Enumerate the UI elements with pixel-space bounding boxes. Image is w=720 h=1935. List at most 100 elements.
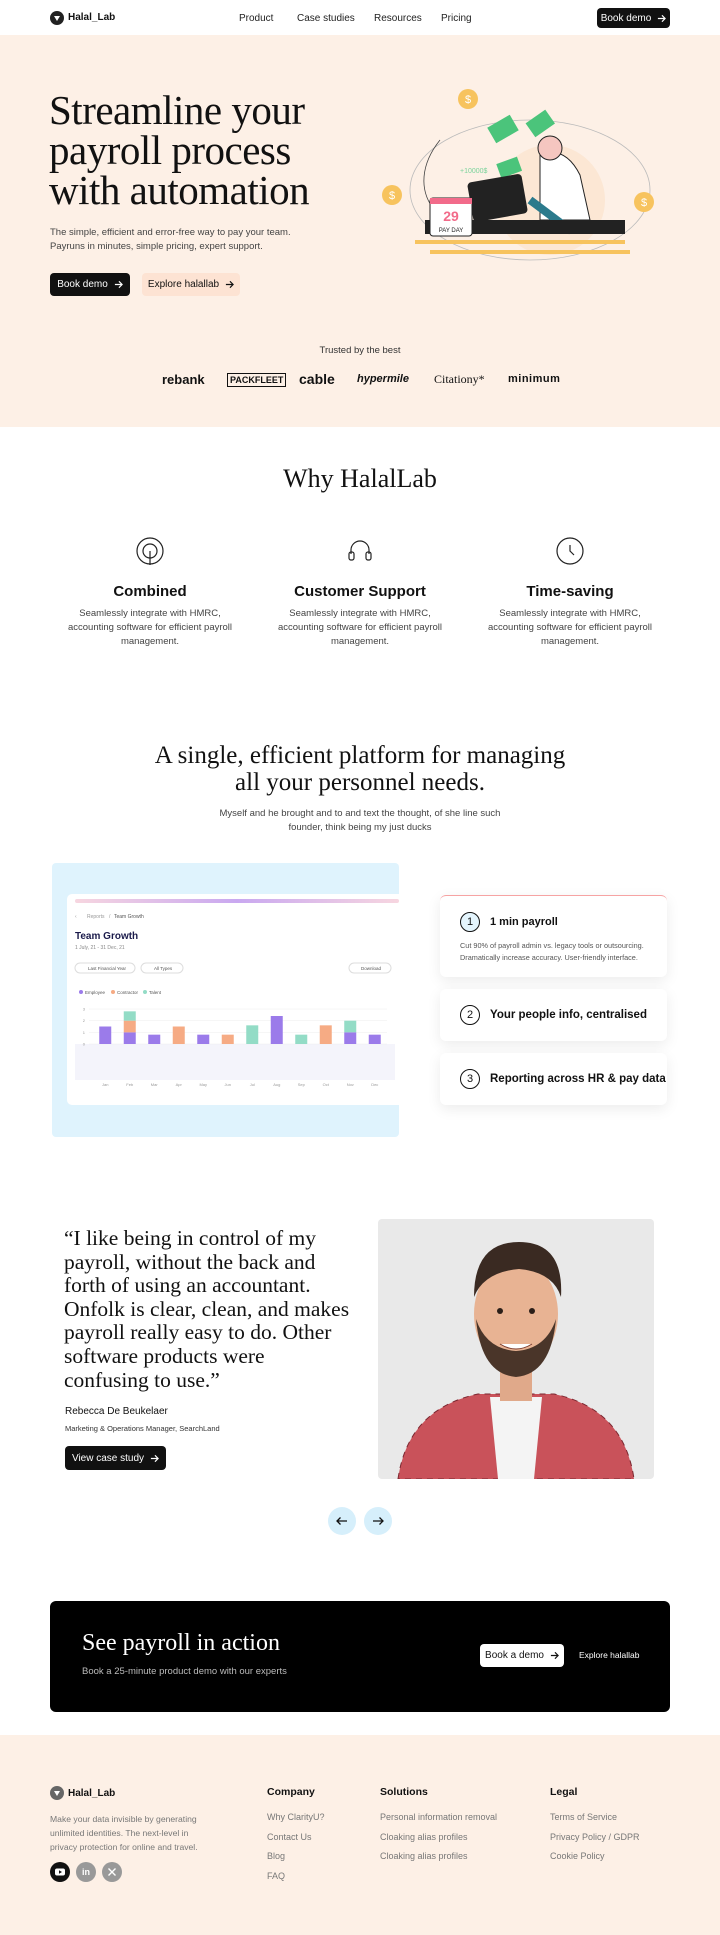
logo-cable: cable: [299, 371, 335, 387]
trusted-title: Trusted by the best: [319, 345, 401, 356]
icon-path: [108, 1868, 116, 1876]
bar: [344, 1020, 357, 1033]
hero-title: Streamline your payroll process with aut…: [49, 87, 310, 211]
x-tick-label: Feb: [126, 1082, 134, 1087]
icon-path: [59, 1870, 62, 1874]
quote-line: “I like being in control of my: [64, 1226, 316, 1250]
icon-path: [373, 1517, 384, 1525]
hero-subtitle: The simple, efficient and error-free way…: [50, 226, 291, 254]
coin-label: $: [465, 94, 471, 106]
nav-link[interactable]: Pricing: [441, 13, 472, 24]
coin: [382, 185, 402, 205]
testimonial-role: Marketing & Operations Manager, SearchLa…: [65, 1424, 220, 1433]
eye: [529, 1308, 535, 1314]
feature-title: 1 min payroll: [490, 915, 558, 928]
icon-path: [150, 1454, 159, 1462]
social-linkedin[interactable]: in: [76, 1862, 96, 1882]
social-x[interactable]: [102, 1862, 122, 1882]
coin-label: $: [641, 197, 647, 209]
arrow-icon: [658, 14, 667, 22]
testimonial-photo: [378, 1219, 654, 1479]
y-tick-label: 2: [83, 1018, 86, 1023]
logo-hypermile: hypermile: [357, 373, 409, 385]
dashboard-card: ‹ Reports / Team Growth Team Growth 1 Ju…: [67, 894, 399, 1105]
icon-path: [350, 540, 370, 554]
footer-column-title: Company: [267, 1786, 315, 1798]
quote-line: software products were: [64, 1343, 265, 1368]
x-tick-label: Sep: [298, 1082, 306, 1087]
nav-link[interactable]: Product: [239, 13, 274, 24]
arrow-icon: [550, 1651, 559, 1660]
footer-link[interactable]: Contact Us: [267, 1831, 312, 1842]
bar: [344, 1032, 357, 1044]
bill: [487, 114, 519, 144]
carousel-next[interactable]: [364, 1507, 392, 1535]
legend-swatch: [111, 990, 115, 994]
bar: [319, 1025, 332, 1044]
hero-secondary-button[interactable]: Explore halallab: [142, 273, 240, 296]
arrow-icon: [225, 280, 235, 289]
button-text: View case study: [71, 1452, 145, 1464]
icon-path: [550, 1651, 559, 1660]
eye: [497, 1308, 503, 1314]
footer-link[interactable]: Privacy Policy / GDPR: [550, 1831, 640, 1842]
bar: [123, 1011, 136, 1021]
footer-logo: Halal_Lab: [68, 1788, 116, 1799]
footer-column-title: Legal: [550, 1786, 578, 1798]
icon-path: [54, 16, 60, 21]
decoration: [556, 537, 584, 565]
floor-line: [430, 250, 630, 254]
x-tick-label: May: [199, 1082, 207, 1087]
cta-secondary-button[interactable]: Explore halallab: [579, 1650, 640, 1660]
decoration: [365, 551, 372, 561]
footer-link[interactable]: Personal information removal: [380, 1812, 498, 1822]
nav-link[interactable]: Case studies: [297, 13, 355, 24]
footer-link[interactable]: Blog: [267, 1851, 286, 1862]
undershirt: [490, 1397, 542, 1479]
tablet: [467, 174, 528, 222]
feature-title: Reporting across HR & pay data: [490, 1073, 666, 1085]
case-study-button[interactable]: View case study: [65, 1446, 166, 1470]
breadcrumb: Reports: [87, 914, 105, 920]
social-youtube[interactable]: [50, 1862, 70, 1882]
filter-pill: [140, 962, 184, 974]
footer-link[interactable]: FAQ: [267, 1871, 286, 1882]
bill: [525, 109, 555, 138]
nav-link[interactable]: Resources: [374, 13, 422, 24]
bonus-text: +10000$: [460, 168, 488, 175]
bar: [295, 1034, 308, 1044]
logo-packfleet: PACKFLEET: [227, 373, 287, 387]
footer-link[interactable]: Terms of Service: [550, 1812, 618, 1822]
carousel-prev[interactable]: [328, 1507, 356, 1535]
coin: [634, 192, 654, 212]
footer-column-title: Solutions: [380, 1786, 428, 1798]
chart-title: Team Growth: [75, 931, 138, 942]
title-line: Streamline your: [49, 87, 305, 133]
quote-line: Onfolk is clear, clean, and makes: [64, 1296, 350, 1321]
arrow-icon: [150, 1454, 159, 1462]
x-tick-label: Jan: [102, 1082, 108, 1087]
quote-line: payroll, without the back and: [64, 1249, 316, 1274]
x-tick-label: Jul: [250, 1082, 255, 1087]
legend-label: Employee: [85, 990, 106, 995]
why-title: Why HalalLab: [283, 464, 437, 493]
feature-title: Your people info, centralised: [490, 1009, 647, 1021]
legend-swatch: [143, 990, 147, 994]
bar: [246, 1025, 259, 1044]
testimonial-name: Rebecca De Beukelaer: [65, 1406, 168, 1417]
legend-label: Contractor: [117, 990, 139, 995]
cta-primary-button[interactable]: Book a demo: [480, 1644, 564, 1667]
logo-icon: [50, 11, 64, 25]
footer-link[interactable]: Cookie Policy: [550, 1851, 605, 1862]
bar: [172, 1026, 185, 1044]
hero-primary-button[interactable]: Book demo: [50, 273, 130, 296]
nav-button[interactable]: Book demo: [597, 8, 670, 28]
footer-link[interactable]: Why ClarityU?: [267, 1812, 325, 1822]
coin-label: $: [389, 190, 395, 202]
footer-link[interactable]: Cloaking alias profiles: [380, 1851, 468, 1862]
quote-line: confusing to use.”: [64, 1367, 220, 1392]
bar: [221, 1034, 234, 1044]
x-tick-label: Mar: [151, 1082, 159, 1087]
footer-link[interactable]: Cloaking alias profiles: [380, 1831, 468, 1842]
